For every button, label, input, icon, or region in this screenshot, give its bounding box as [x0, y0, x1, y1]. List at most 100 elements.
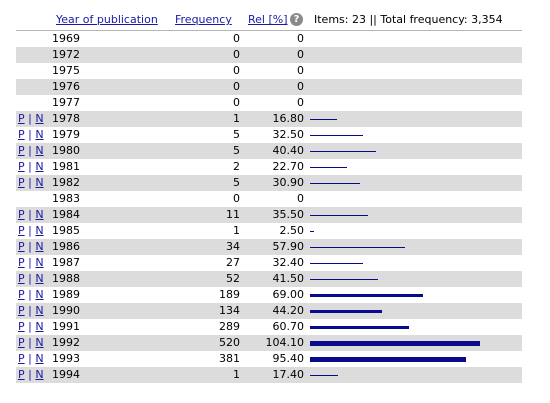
frequency-cell: 381 [219, 352, 240, 365]
table-row: P | N 1990 134 44.20 [16, 303, 522, 319]
n-link[interactable]: N [35, 368, 44, 381]
frequency-cell: 0 [233, 96, 240, 109]
row-links: P | N [18, 127, 44, 143]
relative-bar [310, 119, 337, 120]
year-cell: 1992 [52, 336, 80, 349]
relative-cell: 17.40 [272, 368, 305, 381]
relative-bar [310, 167, 347, 168]
n-link[interactable]: N [35, 144, 44, 157]
p-link[interactable]: P [18, 176, 25, 189]
year-cell: 1975 [52, 64, 80, 77]
year-cell: 1983 [52, 192, 80, 205]
frequency-cell: 2 [233, 160, 240, 173]
link-separator: | [28, 304, 32, 317]
relative-bar [310, 263, 363, 264]
relative-bar [310, 326, 409, 329]
year-cell: 1976 [52, 80, 80, 93]
year-of-publication-sort-link[interactable]: Year of publication [56, 13, 158, 26]
row-links: P | N [18, 143, 44, 159]
frequency-cell: 0 [233, 192, 240, 205]
n-link[interactable]: N [35, 352, 44, 365]
n-link[interactable]: N [35, 288, 44, 301]
relative-cell: 0 [297, 80, 304, 93]
p-link[interactable]: P [18, 368, 25, 381]
frequency-cell: 189 [219, 288, 240, 301]
p-link[interactable]: P [18, 208, 25, 221]
table-row: P | N 1986 34 57.90 [16, 239, 522, 255]
relative-cell: 0 [297, 64, 304, 77]
p-link[interactable]: P [18, 224, 25, 237]
table-row: P | N 1985 1 2.50 [16, 223, 522, 239]
items-summary: Items: 23 || Total frequency: 3,354 [314, 13, 503, 26]
n-link[interactable]: N [35, 240, 44, 253]
p-link[interactable]: P [18, 288, 25, 301]
table-body: 1969 0 0 1972 0 0 1975 0 0 1976 0 0 1977 0 0 P | N 1978 1… [16, 30, 522, 383]
help-icon[interactable]: ? [290, 13, 303, 26]
frequency-cell: 289 [219, 320, 240, 333]
year-cell: 1977 [52, 96, 80, 109]
relative-cell: 0 [297, 192, 304, 205]
table-row: P | N 1984 11 35.50 [16, 207, 522, 223]
p-link[interactable]: P [18, 128, 25, 141]
year-cell: 1988 [52, 272, 80, 285]
p-link[interactable]: P [18, 272, 25, 285]
link-separator: | [28, 320, 32, 333]
relative-cell: 32.40 [272, 256, 305, 269]
table-row: P | N 1994 1 17.40 [16, 367, 522, 383]
n-link[interactable]: N [35, 320, 44, 333]
p-link[interactable]: P [18, 144, 25, 157]
p-link[interactable]: P [18, 256, 25, 269]
link-separator: | [28, 240, 32, 253]
relative-cell: 41.50 [272, 272, 305, 285]
p-link[interactable]: P [18, 320, 25, 333]
n-link[interactable]: N [35, 224, 44, 237]
p-link[interactable]: P [18, 112, 25, 125]
p-link[interactable]: P [18, 304, 25, 317]
table-row: P | N 1989 189 69.00 [16, 287, 522, 303]
frequency-cell: 520 [219, 336, 240, 349]
link-separator: | [28, 144, 32, 157]
p-link[interactable]: P [18, 240, 25, 253]
n-link[interactable]: N [35, 128, 44, 141]
rel-percent-sort-link[interactable]: Rel [%] [248, 13, 288, 26]
frequency-cell: 5 [233, 176, 240, 189]
frequency-table: Year of publication Frequency Rel [%] ? … [16, 10, 522, 383]
relative-bar [310, 231, 314, 232]
n-link[interactable]: N [35, 208, 44, 221]
frequency-sort-link[interactable]: Frequency [175, 13, 232, 26]
table-row: 1976 0 0 [16, 79, 522, 95]
relative-cell: 0 [297, 48, 304, 61]
frequency-cell: 27 [226, 256, 240, 269]
n-link[interactable]: N [35, 272, 44, 285]
table-row: P | N 1978 1 16.80 [16, 111, 522, 127]
relative-bar [310, 341, 480, 346]
frequency-cell: 52 [226, 272, 240, 285]
row-links: P | N [18, 271, 44, 287]
frequency-cell: 34 [226, 240, 240, 253]
row-links: P | N [18, 287, 44, 303]
n-link[interactable]: N [35, 256, 44, 269]
relative-cell: 57.90 [272, 240, 305, 253]
p-link[interactable]: P [18, 336, 25, 349]
frequency-cell: 1 [233, 368, 240, 381]
table-row: 1983 0 0 [16, 191, 522, 207]
frequency-cell: 1 [233, 224, 240, 237]
frequency-cell: 0 [233, 48, 240, 61]
link-separator: | [28, 176, 32, 189]
p-link[interactable]: P [18, 352, 25, 365]
relative-cell: 44.20 [272, 304, 305, 317]
p-link[interactable]: P [18, 160, 25, 173]
year-cell: 1979 [52, 128, 80, 141]
link-separator: | [28, 288, 32, 301]
n-link[interactable]: N [35, 160, 44, 173]
n-link[interactable]: N [35, 176, 44, 189]
link-separator: | [28, 160, 32, 173]
n-link[interactable]: N [35, 112, 44, 125]
year-cell: 1984 [52, 208, 80, 221]
year-cell: 1980 [52, 144, 80, 157]
n-link[interactable]: N [35, 304, 44, 317]
relative-bar [310, 247, 405, 248]
n-link[interactable]: N [35, 336, 44, 349]
table-row: 1969 0 0 [16, 31, 522, 47]
year-cell: 1981 [52, 160, 80, 173]
